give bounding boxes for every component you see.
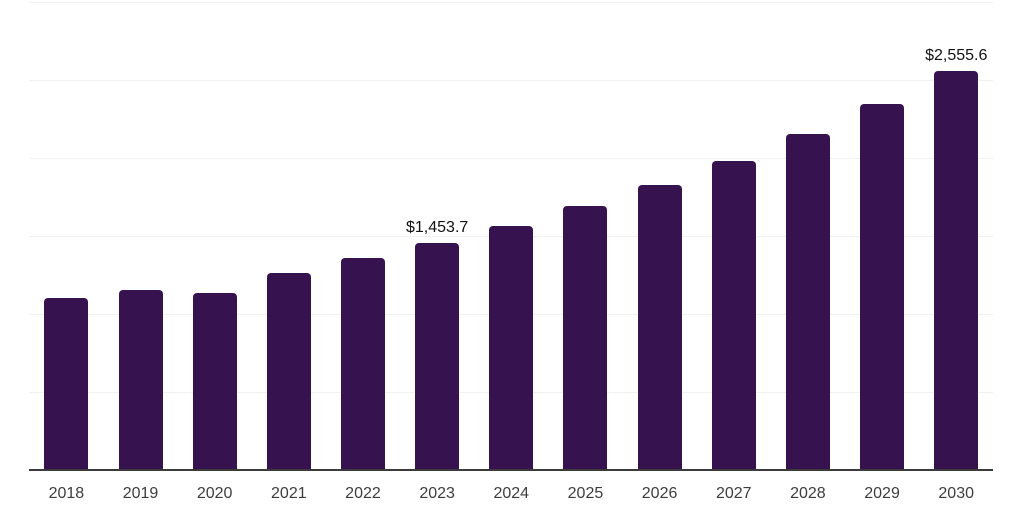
x-tick-label-2023: 2023 <box>419 485 455 502</box>
bar-2028 <box>785 133 830 470</box>
x-tick-label-2021: 2021 <box>271 485 307 502</box>
gridline <box>29 80 994 81</box>
bar-2018 <box>44 298 89 470</box>
x-axis-line <box>29 469 994 471</box>
x-tick-label-2024: 2024 <box>493 485 530 502</box>
x-tick-label-2026: 2026 <box>641 485 678 502</box>
x-tick-label-2018: 2018 <box>48 485 85 502</box>
bar-2021 <box>266 272 311 470</box>
bar-2024 <box>489 225 534 470</box>
x-tick-label-2030: 2030 <box>938 485 974 502</box>
bar-2025 <box>563 206 608 470</box>
x-tick-label-2028: 2028 <box>790 485 826 502</box>
gridline <box>29 2 994 3</box>
x-tick-label-2019: 2019 <box>122 485 159 502</box>
x-tick-label-2029: 2029 <box>864 485 900 502</box>
bar-2023 <box>415 243 460 470</box>
bar-2030 <box>934 71 979 470</box>
x-tick-label-2022: 2022 <box>345 485 381 502</box>
bar-2020 <box>192 293 237 470</box>
bar-2022 <box>340 258 385 470</box>
data-label-2030: $2,555.6 <box>925 47 988 65</box>
gridline <box>29 158 994 159</box>
x-tick-label-2027: 2027 <box>715 485 752 502</box>
bar-2027 <box>711 160 756 470</box>
bar-2029 <box>860 104 905 470</box>
x-tick-label-2020: 2020 <box>196 485 233 502</box>
x-tick-label-2025: 2025 <box>567 485 604 502</box>
data-label-2023: $1,453.7 <box>406 219 469 237</box>
bar-2026 <box>637 184 682 470</box>
bar-2019 <box>118 289 163 470</box>
